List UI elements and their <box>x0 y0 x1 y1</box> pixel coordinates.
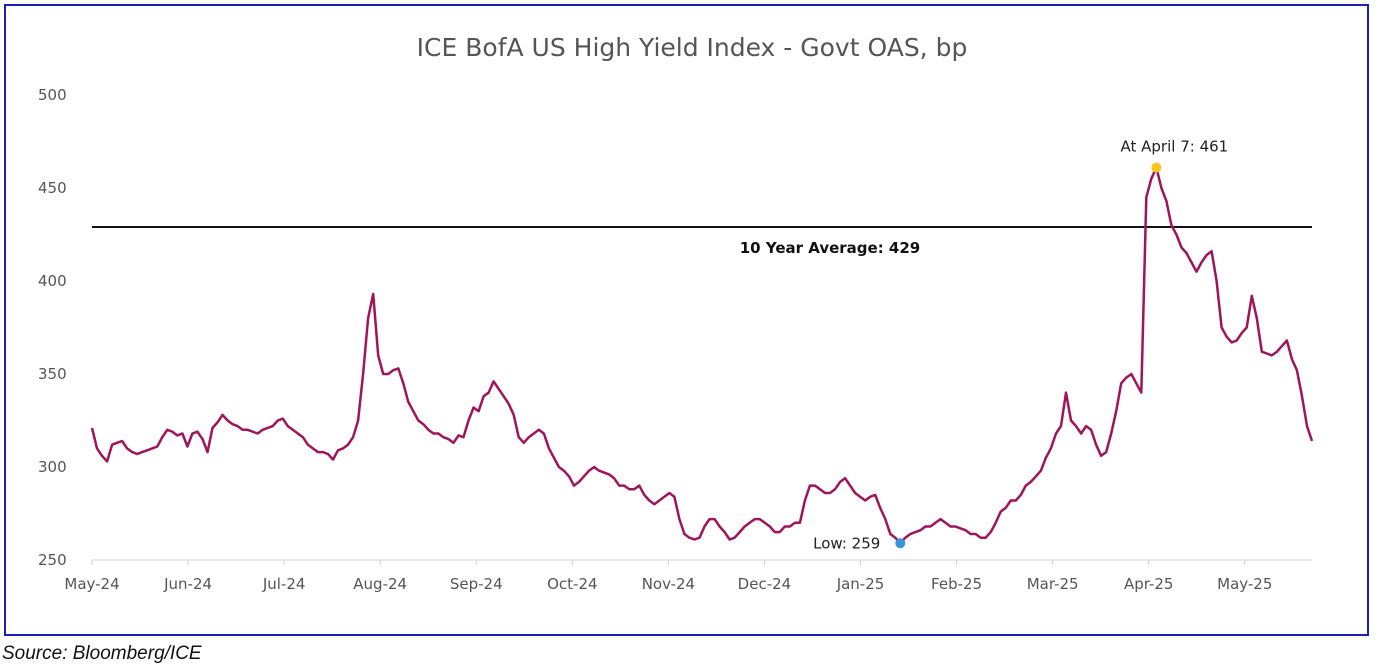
x-tick-label: Feb-25 <box>931 575 982 593</box>
low-label: Low: 259 <box>813 534 880 552</box>
chart-frame <box>4 4 1369 636</box>
x-tick-label: Mar-25 <box>1027 575 1079 593</box>
x-tick-label: May-25 <box>1217 575 1272 593</box>
y-axis: 250 300 350 400 450 500 <box>38 86 67 569</box>
series-line-hy-oas <box>90 166 1314 545</box>
source-note: Source: Bloomberg/ICE <box>2 643 202 664</box>
y-tick-label: 500 <box>38 86 67 104</box>
x-tick-label: Jan-25 <box>836 575 885 593</box>
y-tick-label: 300 <box>38 458 67 476</box>
y-tick-label: 350 <box>38 365 67 383</box>
peak-marker <box>1151 162 1162 173</box>
chart-svg: ICE BofA US High Yield Index - Govt OAS,… <box>38 33 1314 593</box>
x-tick-label: Oct-24 <box>547 575 597 593</box>
x-tick-label: Jul-24 <box>262 575 306 593</box>
x-tick-label: Apr-25 <box>1124 575 1174 593</box>
ten-year-average-label: 10 Year Average: 429 <box>740 239 920 257</box>
x-tick-label: Dec-24 <box>738 575 792 593</box>
peak-label: At April 7: 461 <box>1121 138 1229 156</box>
x-tick-label: Nov-24 <box>642 575 695 593</box>
y-tick-label: 250 <box>38 551 67 569</box>
x-tick-label: Sep-24 <box>450 575 503 593</box>
low-marker <box>895 538 906 549</box>
x-axis: May-24 Jun-24 Jul-24 Aug-24 Sep-24 Oct-24 Nov-… <box>64 560 1272 593</box>
chart-title: ICE BofA US High Yield Index - Govt OAS,… <box>417 33 968 62</box>
x-tick-label: May-24 <box>64 575 119 593</box>
x-tick-label: Aug-24 <box>353 575 407 593</box>
y-tick-label: 400 <box>38 272 67 290</box>
x-tick-label: Jun-24 <box>163 575 212 593</box>
y-tick-label: 450 <box>38 179 67 197</box>
